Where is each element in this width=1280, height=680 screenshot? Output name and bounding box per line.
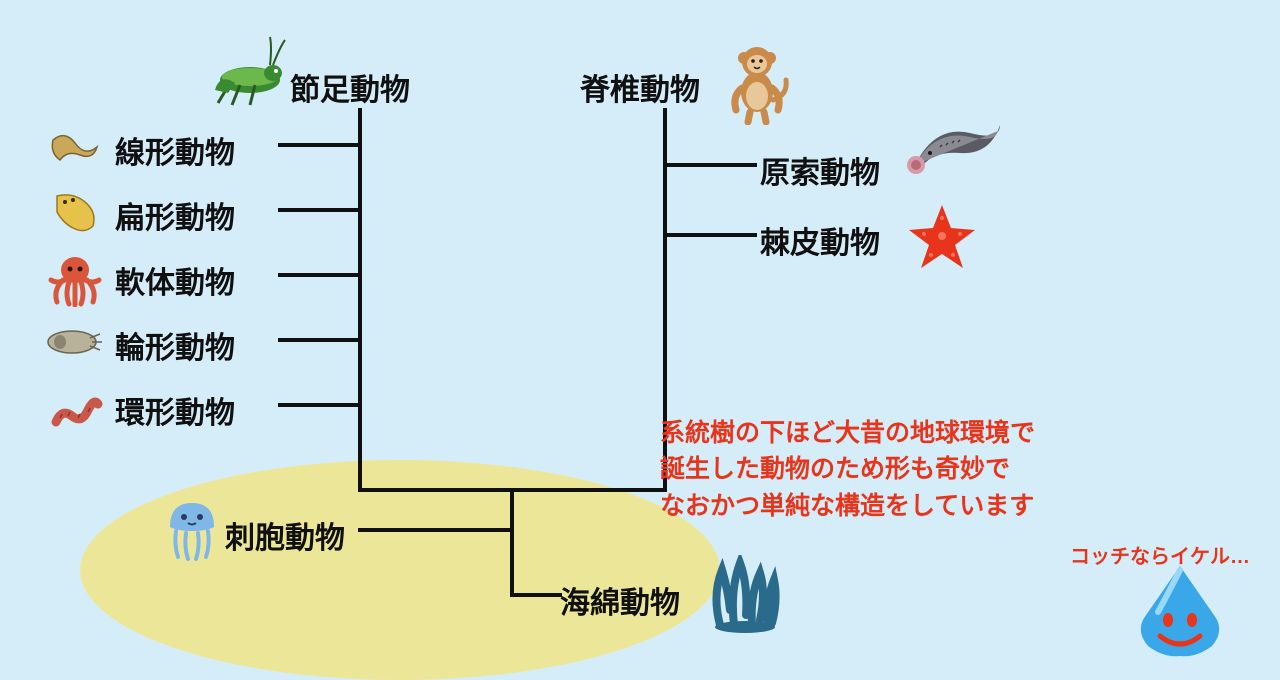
label-rotifera: 輪形動物 (115, 323, 235, 367)
starfish-icon (905, 200, 980, 275)
grasshopper-icon (200, 35, 290, 110)
label-cnidaria: 刺胞動物 (225, 513, 345, 557)
label-platyhelm: 扁形動物 (115, 193, 235, 237)
earthworm-icon (48, 388, 103, 433)
label-annelida: 環形動物 (115, 388, 235, 432)
label-protochord: 原索動物 (760, 148, 880, 192)
octopus-icon (45, 252, 105, 307)
label-arthropoda: 節足動物 (290, 65, 410, 109)
explanatory-note: 系統樹の下ほど大昔の地球環境で 誕生した動物のため形も奇妙で なおかつ単純な構造… (660, 415, 1035, 524)
flatworm-icon (45, 188, 105, 238)
label-nematoda: 線形動物 (115, 128, 235, 172)
label-echinoderm: 棘皮動物 (760, 218, 880, 262)
nematode-icon (45, 125, 105, 170)
sponge-icon (700, 555, 785, 635)
note-line-3: なおかつ単純な構造をしています (660, 492, 1034, 520)
rotifer-icon (40, 320, 105, 365)
label-mollusca: 軟体動物 (115, 258, 235, 302)
slime-icon (1130, 560, 1230, 660)
jellyfish-icon (160, 495, 225, 565)
lamprey-icon (900, 115, 1010, 185)
label-chordata: 脊椎動物 (580, 65, 700, 109)
note-line-2: 誕生した動物のため形も奇妙で (660, 455, 1010, 483)
note-line-1: 系統樹の下ほど大昔の地球環境で (660, 419, 1035, 447)
label-porifera: 海綿動物 (560, 578, 680, 622)
monkey-icon (720, 40, 795, 125)
